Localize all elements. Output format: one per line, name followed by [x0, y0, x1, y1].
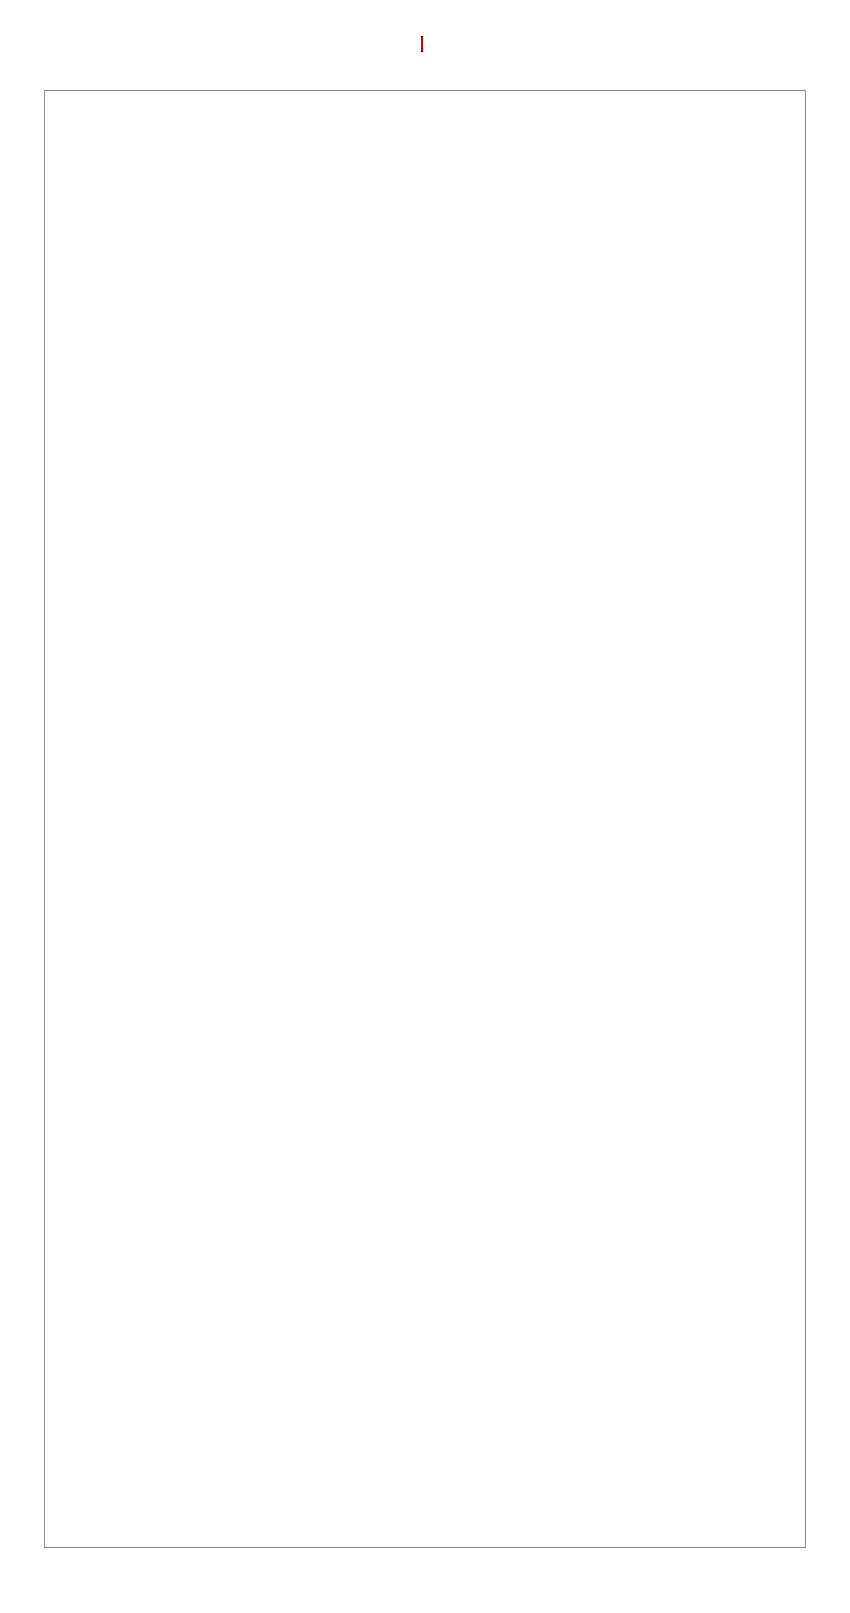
x-axis-ticks	[44, 1548, 806, 1573]
scale-annotation	[0, 36, 850, 52]
plot-inner	[45, 91, 805, 1547]
scale-bar-icon	[421, 36, 423, 52]
chart-header	[0, 0, 850, 52]
helicorder-plot	[44, 90, 806, 1548]
